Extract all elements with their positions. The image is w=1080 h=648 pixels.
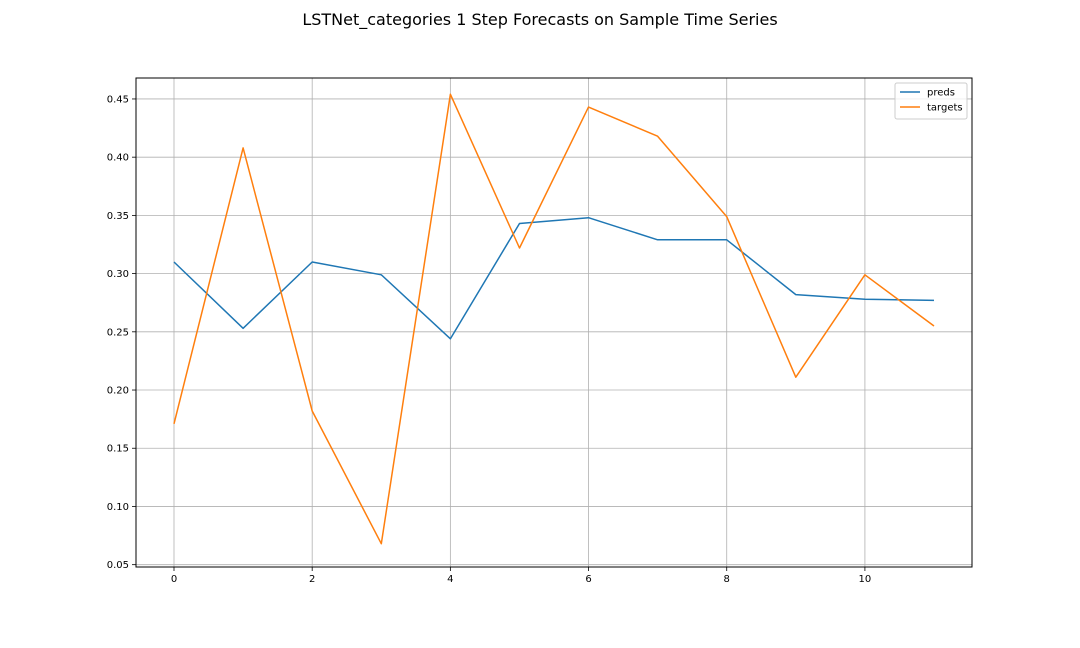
y-tick-label: 0.30 xyxy=(107,269,129,280)
chart-title: LSTNet_categories 1 Step Forecasts on Sa… xyxy=(302,10,777,30)
x-tick-label: 4 xyxy=(447,574,453,585)
grid-lines xyxy=(136,78,972,567)
y-tick-label: 0.25 xyxy=(107,327,129,338)
plot-area-frame xyxy=(135,77,973,568)
series-line-preds xyxy=(173,216,935,340)
y-tick-label: 0.05 xyxy=(107,560,129,571)
y-tick-label: 0.15 xyxy=(107,444,129,455)
series-lines xyxy=(173,93,935,545)
y-tick-label: 0.20 xyxy=(107,386,129,397)
y-tick-label: 0.35 xyxy=(107,211,129,222)
y-tick-label: 0.10 xyxy=(107,502,129,513)
axes: 0 2 4 6 8 10 0.05 0.10 0.15 0.20 0.25 0.30 0.35 0.40 0… xyxy=(107,94,872,585)
legend: preds targets xyxy=(894,82,968,120)
legend-label-preds: preds xyxy=(927,88,955,99)
legend-label-targets: targets xyxy=(927,103,963,114)
x-tick-label: 0 xyxy=(171,574,177,585)
series-line-targets xyxy=(173,93,935,545)
x-tick-label: 6 xyxy=(585,574,591,585)
x-tick-label: 2 xyxy=(309,574,315,585)
x-tick-label: 10 xyxy=(859,574,872,585)
y-tick-label: 0.40 xyxy=(107,153,129,164)
y-tick-label: 0.45 xyxy=(107,94,129,105)
x-tick-label: 8 xyxy=(724,574,730,585)
